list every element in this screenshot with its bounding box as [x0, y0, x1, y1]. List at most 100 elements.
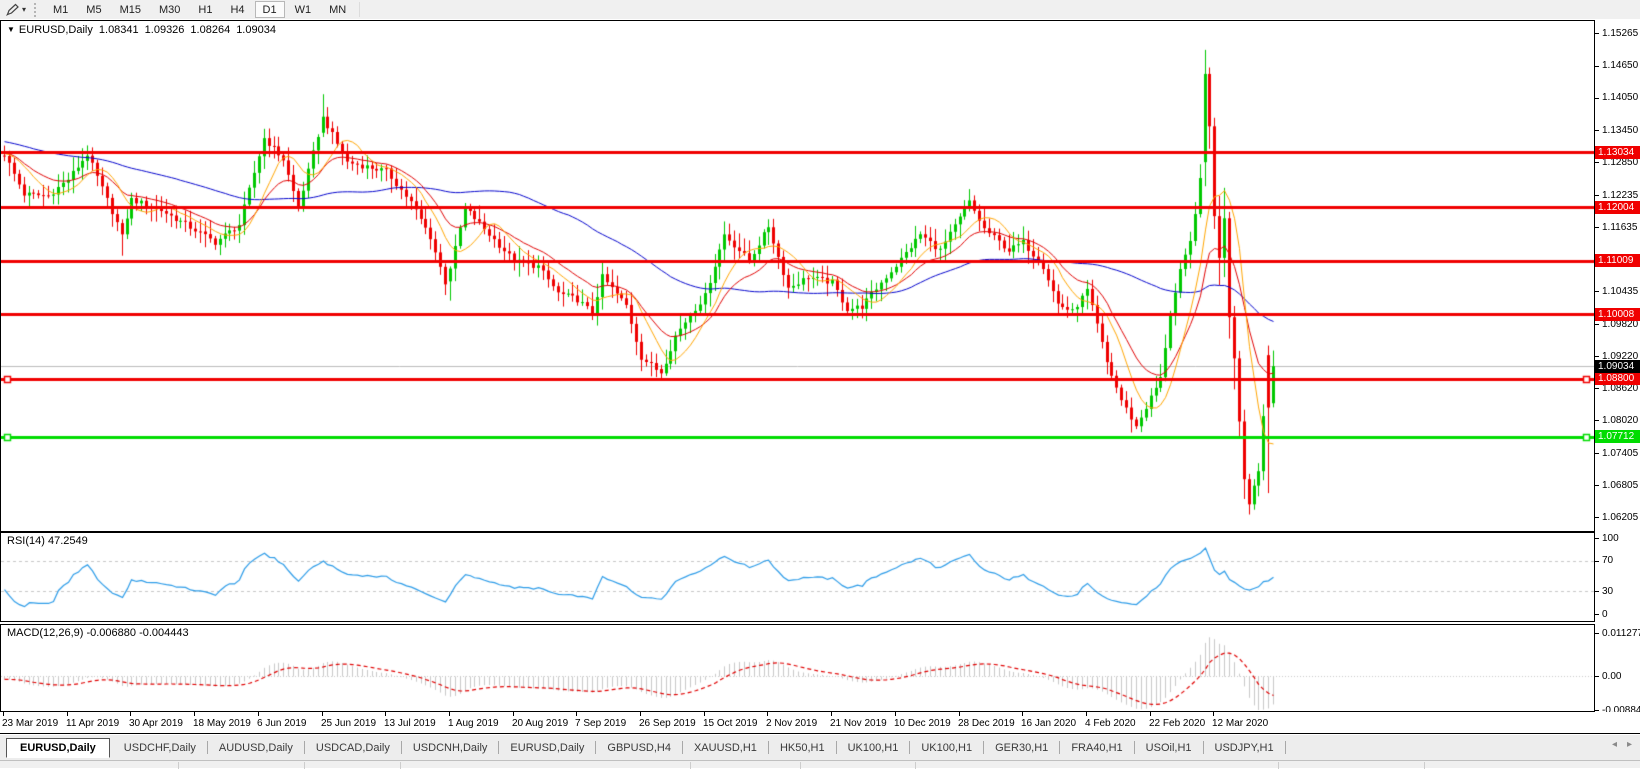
price-axis[interactable]: 1.15265 1.14650 1.14050 1.13450 1.12850 1.122… [1595, 20, 1640, 716]
date-label: 13 Jul 2019 [384, 718, 436, 729]
tab-separator [1059, 741, 1061, 754]
date-label: 22 Feb 2020 [1149, 718, 1206, 729]
tab-separator [1133, 741, 1135, 754]
tab-fra40-h1[interactable]: FRA40,H1 [1071, 741, 1123, 754]
price-tick-mark [1595, 517, 1599, 518]
rsi-tick-label: 0 [1602, 609, 1608, 620]
tab-scroll-left-icon[interactable]: ◂ [1611, 739, 1617, 750]
timeframe-button-mn[interactable]: MN [329, 4, 347, 16]
date-tick-mark [385, 712, 386, 716]
rsi-label: RSI(14) 47.2549 [7, 535, 88, 547]
tab-xauusd-h1[interactable]: XAUUSD,H1 [693, 741, 757, 754]
price-tick-label: 1.07405 [1602, 448, 1639, 459]
pen-icon [4, 3, 20, 17]
price-badge-current: 1.09034 [1595, 360, 1640, 373]
price-tick-label: 1.08620 [1602, 383, 1639, 394]
date-tick-mark [194, 712, 195, 716]
date-tick-mark [831, 712, 832, 716]
date-axis[interactable]: 23 Mar 2019 11 Apr 2019 30 Apr 2019 18 May … [0, 712, 1640, 734]
price-chart-canvas[interactable] [1, 21, 1594, 531]
timeframe-button-w1[interactable]: W1 [294, 4, 312, 16]
tab-gbpusd-h4[interactable]: GBPUSD,H4 [607, 741, 671, 754]
tab-usdchf-daily[interactable]: USDCHF,Daily [123, 741, 196, 754]
date-tick-mark [704, 712, 705, 716]
tab-separator [983, 741, 985, 754]
macd-tick-mark [1595, 633, 1599, 634]
macd-tick-label: 0.00 [1602, 670, 1622, 682]
price-tick-label: 1.15265 [1602, 28, 1639, 39]
price-tick-mark [1595, 324, 1599, 325]
collapse-triangle-icon[interactable]: ▼ [7, 25, 15, 34]
price-tick-label: 1.11635 [1602, 222, 1638, 233]
date-label: 7 Sep 2019 [575, 718, 627, 729]
status-divider [178, 762, 179, 769]
main-chart-pane: ▼ EURUSD,Daily 1.08341 1.09326 1.08264 1.0903… [0, 20, 1595, 532]
tab-usdcnh-daily[interactable]: USDCNH,Daily [412, 741, 488, 754]
date-tick-mark [576, 712, 577, 716]
date-tick-mark [3, 712, 4, 716]
tab-separator [206, 741, 208, 754]
status-divider [304, 762, 305, 769]
macd-label: MACD(12,26,9) -0.006880 -0.004443 [7, 627, 189, 639]
tab-separator [1284, 741, 1286, 754]
date-label: 18 May 2019 [193, 718, 251, 729]
price-tick-mark [1595, 291, 1599, 292]
price-tick-mark [1595, 130, 1599, 131]
date-tick-mark [959, 712, 960, 716]
rsi-pane: RSI(14) 47.2549 [0, 532, 1595, 622]
tab-uk100-h1[interactable]: UK100,H1 [921, 741, 973, 754]
tab-eurusd-daily[interactable]: EURUSD,Daily [6, 737, 110, 758]
timeframe-button-group: M1 M5 M15 M30 H1 H4 D1 W1 MN [44, 1, 355, 18]
date-label: 12 Mar 2020 [1212, 718, 1269, 729]
date-label: 4 Feb 2020 [1085, 718, 1136, 729]
tab-uk100-h1[interactable]: UK100,H1 [847, 741, 899, 754]
tab-audusd-daily[interactable]: AUDUSD,Daily [218, 741, 293, 754]
timeframe-button-d1[interactable]: D1 [254, 1, 285, 18]
price-tick-label: 1.12235 [1602, 190, 1639, 201]
timeframe-button-m5[interactable]: M5 [86, 4, 102, 16]
price-tick-label: 1.10435 [1602, 286, 1639, 297]
timeframe-button-h1[interactable]: H1 [198, 4, 213, 16]
price-tick-label: 1.06205 [1602, 512, 1639, 523]
tab-usdcad-daily[interactable]: USDCAD,Daily [315, 741, 390, 754]
tab-ger30-h1[interactable]: GER30,H1 [995, 741, 1049, 754]
tab-scroll-right-icon[interactable]: ▸ [1626, 739, 1632, 750]
date-tick-mark [1022, 712, 1023, 716]
ohlc-close: 1.09034 [236, 24, 276, 36]
dropdown-caret-icon[interactable]: ▾ [22, 5, 27, 14]
status-divider [800, 762, 801, 769]
ohlc-low: 1.08264 [190, 24, 231, 36]
toolbar-grip[interactable] [34, 2, 38, 17]
date-label: 16 Jan 2020 [1021, 718, 1077, 729]
macd-tick-mark [1595, 710, 1599, 711]
date-tick-mark [67, 712, 68, 716]
price-tick-label: 1.09220 [1602, 351, 1639, 362]
price-tick-label: 1.06805 [1602, 480, 1639, 491]
timeframe-button-m30[interactable]: M30 [158, 4, 181, 16]
date-tick-mark [449, 712, 450, 716]
date-tick-mark [130, 712, 131, 716]
price-badge-line: 1.07712 [1595, 430, 1640, 443]
price-tick-mark [1595, 66, 1599, 67]
tab-usoil-h1[interactable]: USOil,H1 [1145, 741, 1192, 754]
tab-hk50-h1[interactable]: HK50,H1 [779, 741, 825, 754]
date-tick-mark [1150, 712, 1151, 716]
price-tick-mark [1595, 420, 1599, 421]
draw-tool-button[interactable]: ▾ [0, 3, 30, 17]
date-label: 11 Apr 2019 [66, 718, 120, 729]
status-divider [690, 762, 691, 769]
rsi-tick-mark [1595, 561, 1599, 562]
tab-usdjpy-h1[interactable]: USDJPY,H1 [1214, 741, 1274, 754]
status-divider [1278, 762, 1279, 769]
macd-canvas[interactable] [1, 625, 1594, 711]
tab-eurusd-daily[interactable]: EURUSD,Daily [510, 741, 585, 754]
status-divider [1424, 762, 1425, 769]
timeframe-button-h4[interactable]: H4 [230, 4, 245, 16]
date-tick-mark [258, 712, 259, 716]
symbol-label: EURUSD,Daily [18, 24, 93, 36]
timeframe-button-m1[interactable]: M1 [53, 4, 69, 16]
rsi-canvas[interactable] [1, 533, 1594, 621]
status-divider [915, 762, 916, 769]
timeframe-button-m15[interactable]: M15 [119, 4, 141, 16]
